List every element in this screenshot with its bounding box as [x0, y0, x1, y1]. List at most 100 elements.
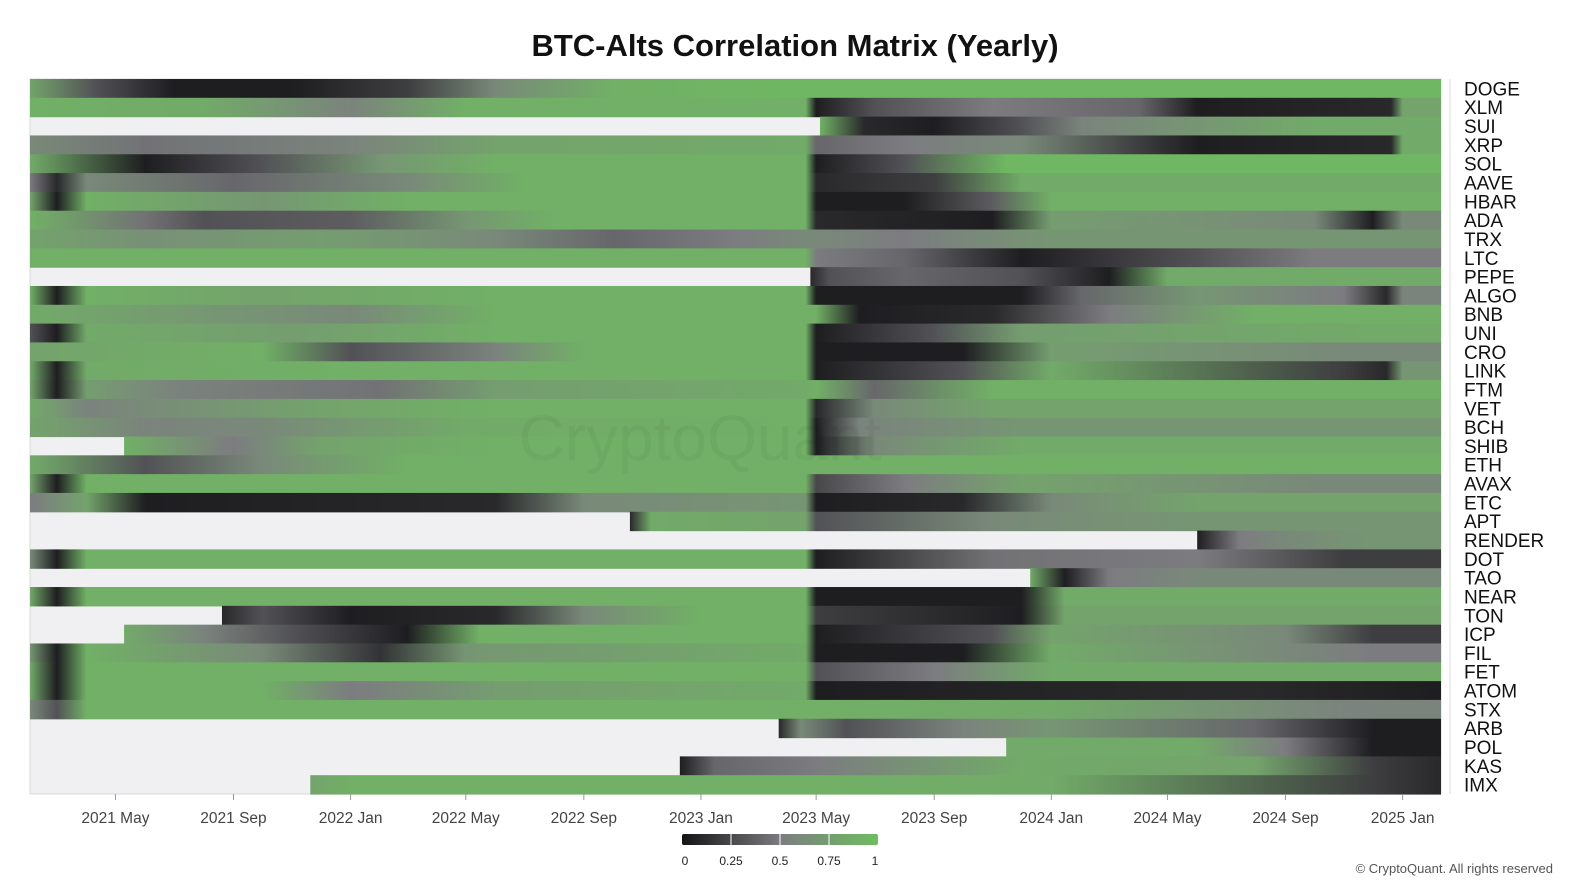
heatmap-row-hbar [30, 191, 1441, 212]
heatmap-row-eth [30, 455, 1441, 475]
heatmap-row-uni [30, 323, 1441, 344]
row-label-xrp: XRP [1464, 136, 1503, 157]
heatmap-row-stx [30, 699, 1441, 720]
heatmap-row-atom [30, 681, 1441, 701]
x-tick-label: 2021 Sep [200, 810, 266, 827]
heatmap-row-fil [30, 643, 1441, 663]
row-label-eth: ETH [1464, 456, 1502, 477]
x-tick-label: 2021 May [81, 810, 149, 827]
row-label-sui: SUI [1464, 117, 1496, 138]
heatmap-row-avax [30, 474, 1441, 494]
row-label-atom: ATOM [1464, 682, 1517, 703]
heatmap-row-ltc [30, 248, 1441, 268]
row-label-aave: AAVE [1464, 173, 1513, 194]
heatmap-row-aave [30, 173, 1441, 193]
heatmap-row-pol [1006, 737, 1442, 757]
watermark: CryptoQuant [519, 402, 882, 474]
heatmap-row-arb [778, 718, 1442, 739]
x-tick-label: 2025 Jan [1371, 810, 1435, 827]
row-label-apt: APT [1464, 512, 1501, 533]
x-tick-label: 2024 Jan [1019, 810, 1083, 827]
heatmap-row-sol [30, 154, 1441, 174]
row-label-render: RENDER [1464, 531, 1544, 552]
x-tick-label: 2023 Jan [669, 810, 733, 827]
heatmap-row-render [1197, 530, 1442, 550]
row-label-pepe: PEPE [1464, 268, 1515, 289]
heatmap-row-kas [679, 756, 1441, 776]
heatmap-row-tao [1030, 568, 1441, 588]
row-label-icp: ICP [1464, 625, 1496, 646]
row-label-near: NEAR [1464, 587, 1517, 608]
heatmap-row-cro [30, 342, 1441, 362]
heatmap-row-xrp [30, 135, 1441, 155]
chart-title: BTC-Alts Correlation Matrix (Yearly) [531, 28, 1058, 63]
heatmap-row-xlm [30, 97, 1441, 118]
heatmap-row-ftm [30, 380, 1441, 400]
heatmap-row-trx [30, 229, 1441, 249]
row-label-fet: FET [1464, 663, 1500, 684]
row-label-algo: ALGO [1464, 286, 1517, 307]
row-label-shib: SHIB [1464, 437, 1508, 458]
row-label-xlm: XLM [1464, 98, 1503, 119]
x-tick-label: 2022 Sep [551, 810, 617, 827]
row-label-stx: STX [1464, 700, 1501, 721]
row-label-tao: TAO [1464, 569, 1502, 590]
x-tick-label: 2024 May [1133, 810, 1201, 827]
heatmap-row-link [30, 361, 1441, 381]
row-label-imx: IMX [1464, 776, 1498, 797]
x-tick-label: 2024 Sep [1252, 810, 1318, 827]
row-label-pol: POL [1464, 738, 1502, 759]
row-label-sol: SOL [1464, 155, 1502, 176]
heatmap-row-near [30, 587, 1441, 607]
x-tick-label: 2022 May [432, 810, 500, 827]
row-labels: DOGEXLMSUIXRPSOLAAVEHBARADATRXLTCPEPEALG… [1449, 79, 1544, 797]
heatmap-row-doge [30, 79, 1441, 99]
copyright-text: © CryptoQuant. All rights reserved [1356, 861, 1553, 876]
heatmap-row-etc [30, 492, 1441, 513]
heatmap-row-bnb [30, 304, 1441, 325]
heatmap-row-fet [30, 662, 1441, 682]
row-label-ton: TON [1464, 606, 1504, 627]
x-axis: 2021 May 2021 Sep 2022 Jan 2022 May 2022 Sep… [81, 794, 1434, 827]
heatmap-row-bch [30, 417, 1441, 438]
x-tick-label: 2023 May [782, 810, 850, 827]
row-label-link: LINK [1464, 362, 1507, 383]
row-label-ftm: FTM [1464, 380, 1503, 401]
heatmap-row-vet [30, 398, 1441, 419]
row-label-etc: ETC [1464, 493, 1502, 514]
x-tick-label: 2023 Sep [901, 810, 967, 827]
heatmap-row-sui [819, 116, 1441, 137]
row-label-bch: BCH [1464, 418, 1504, 439]
heatmap-row-imx [310, 775, 1442, 795]
row-label-fil: FIL [1464, 644, 1491, 665]
row-label-trx: TRX [1464, 230, 1502, 251]
row-label-doge: DOGE [1464, 79, 1520, 100]
colorbar: 0 0.25 0.5 0.75 1 [682, 834, 879, 868]
row-label-cro: CRO [1464, 343, 1506, 364]
heatmap-row-dot [30, 549, 1441, 569]
heatmap-rows [30, 79, 1442, 795]
row-label-ltc: LTC [1464, 249, 1498, 270]
row-label-avax: AVAX [1464, 475, 1512, 496]
heatmap-row-icp [124, 624, 1441, 645]
row-label-dot: DOT [1464, 550, 1505, 571]
row-label-ada: ADA [1464, 211, 1503, 232]
heatmap-row-ada [30, 210, 1441, 231]
x-tick-label: 2022 Jan [319, 810, 383, 827]
row-label-uni: UNI [1464, 324, 1497, 345]
heatmap-row-algo [30, 285, 1441, 306]
colorbar-tick-label: 0 [682, 854, 689, 868]
row-label-arb: ARB [1464, 719, 1503, 740]
heatmap-row-ton [221, 605, 1442, 626]
row-label-kas: KAS [1464, 757, 1502, 778]
row-label-bnb: BNB [1464, 305, 1503, 326]
colorbar-tick-label: 0.25 [719, 854, 743, 868]
heatmap-row-pepe [810, 267, 1441, 287]
colorbar-tick-label: 1 [872, 854, 879, 868]
row-label-hbar: HBAR [1464, 192, 1517, 213]
colorbar-tick-label: 0.75 [817, 854, 841, 868]
heatmap-row-apt [629, 511, 1442, 532]
heatmap-row-shib [124, 436, 1441, 456]
row-label-vet: VET [1464, 399, 1501, 420]
